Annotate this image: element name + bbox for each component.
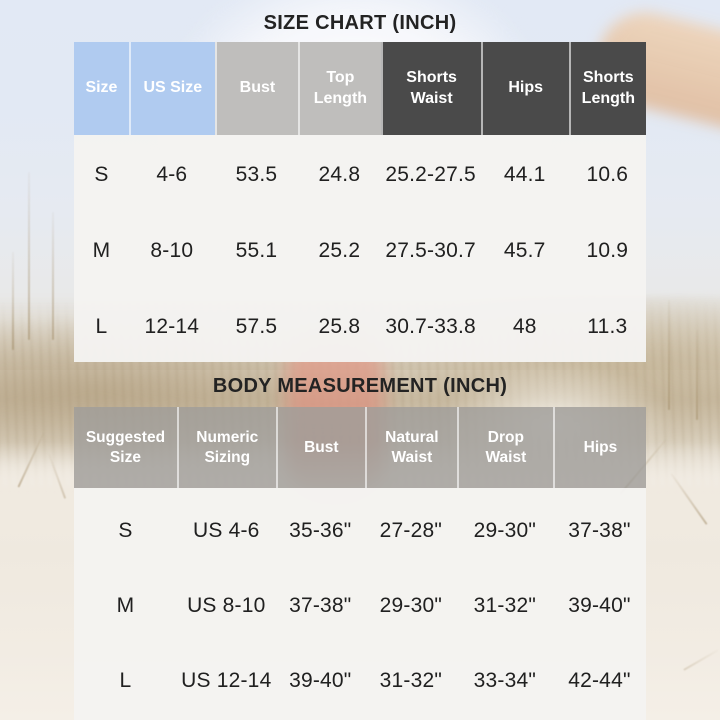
column-header: Drop Waist (456, 407, 553, 488)
column-header: Suggested Size (74, 407, 177, 488)
table-cell: L (119, 668, 132, 692)
table-body: S US 4-6 35-36" 27-28" 29-30" 37-38" M US 8-10 3… (74, 488, 646, 720)
table-row: M US 8-10 37-38" 29-30" 31-32" 39-40" (74, 568, 646, 643)
table-cell: 39-40" (289, 668, 352, 692)
table-cell: 11.3 (587, 315, 628, 338)
body-measurement-title: BODY MEASUREMENT (INCH) (212, 375, 508, 397)
table-cell: 57.5 (235, 315, 278, 338)
table-row: L US 12-14 39-40" 31-32" 33-34" 42-44" (74, 643, 646, 718)
column-header: Hips (552, 407, 646, 488)
column-header: Natural Waist (364, 407, 457, 488)
table-cell: 4-6 (156, 163, 188, 186)
table-cell: US 4-6 (193, 518, 260, 542)
table-header-row: Suggested Size Numeric Sizing Bust Natural … (74, 407, 646, 488)
column-header: US Size (128, 42, 215, 135)
table-cell: 33-34" (473, 668, 537, 692)
size-chart-table: Size US Size Bust Top Length Shorts Waist Hip… (74, 42, 646, 362)
column-header: Bust (214, 42, 299, 135)
table-cell: L (95, 315, 108, 338)
table-cell: 29-30" (473, 518, 537, 542)
table-cell: 25.2 (318, 239, 361, 262)
column-header: Size (74, 42, 129, 135)
table-cell: 48 (512, 315, 537, 338)
table-row: M 8-10 55.1 25.2 27.5-30.7 45.7 10.9 (74, 213, 646, 289)
table-cell: 55.1 (235, 239, 278, 262)
table-cell: 12-14 (144, 315, 200, 338)
grass-stalk (52, 212, 54, 340)
table-cell: 24.8 (318, 163, 361, 186)
table-row: L 12-14 57.5 25.8 30.7-33.8 48 11.3 (74, 289, 646, 362)
table-cell: 37-38" (289, 593, 352, 617)
table-row: S US 4-6 35-36" 27-28" 29-30" 37-38" (74, 493, 646, 568)
table-cell: M (116, 593, 135, 617)
table-row: S 4-6 53.5 24.8 25.2-27.5 44.1 10.6 (74, 137, 646, 213)
table-cell: 8-10 (150, 239, 194, 262)
column-header: Bust (275, 407, 365, 488)
table-cell: 10.9 (586, 239, 629, 262)
table-cell: 53.5 (235, 163, 278, 186)
table-cell: M (92, 239, 111, 262)
table-cell: 30.7-33.8 (385, 315, 476, 338)
table-cell: 25.2-27.5 (385, 163, 476, 186)
table-cell: US 8-10 (187, 593, 266, 617)
table-cell: 29-30" (379, 593, 443, 617)
grass-stalk (668, 300, 670, 410)
column-header: Top Length (298, 42, 381, 135)
column-header: Shorts Waist (380, 42, 481, 135)
table-cell: 27.5-30.7 (385, 239, 476, 262)
table-cell: 31-32" (379, 668, 443, 692)
table-cell: 39-40" (568, 593, 631, 617)
grass-stalk (28, 172, 30, 340)
table-cell: 37-38" (568, 518, 631, 542)
table-cell: 27-28" (379, 518, 443, 542)
grass-stalk (696, 330, 698, 420)
table-cell: 35-36" (289, 518, 352, 542)
table-cell: 31-32" (473, 593, 537, 617)
column-header: Hips (480, 42, 569, 135)
table-cell: S (94, 163, 109, 186)
table-header-row: Size US Size Bust Top Length Shorts Waist Hip… (74, 42, 646, 135)
grass-stalk (12, 252, 14, 350)
table-cell: S (118, 518, 133, 542)
table-cell: 45.7 (503, 239, 546, 262)
body-measurement-table: Suggested Size Numeric Sizing Bust Natural … (74, 407, 646, 720)
column-header: Numeric Sizing (176, 407, 276, 488)
table-cell: 44.1 (503, 163, 546, 186)
table-body: S 4-6 53.5 24.8 25.2-27.5 44.1 10.6 M 8-10 55.1 25… (74, 135, 646, 362)
table-cell: US 12-14 (181, 668, 272, 692)
size-chart-title: SIZE CHART (INCH) (263, 12, 457, 34)
column-header: Shorts Length (568, 42, 646, 135)
table-cell: 25.8 (318, 315, 361, 338)
table-cell: 10.6 (586, 163, 629, 186)
table-cell: 42-44" (568, 668, 631, 692)
